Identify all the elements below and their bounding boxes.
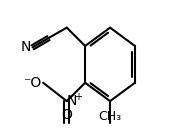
Text: CH₃: CH₃ <box>99 110 122 123</box>
Text: ⁻O: ⁻O <box>24 76 42 90</box>
Text: N: N <box>67 94 77 108</box>
Text: O: O <box>61 108 72 122</box>
Text: +: + <box>74 92 82 102</box>
Text: N: N <box>21 40 31 54</box>
